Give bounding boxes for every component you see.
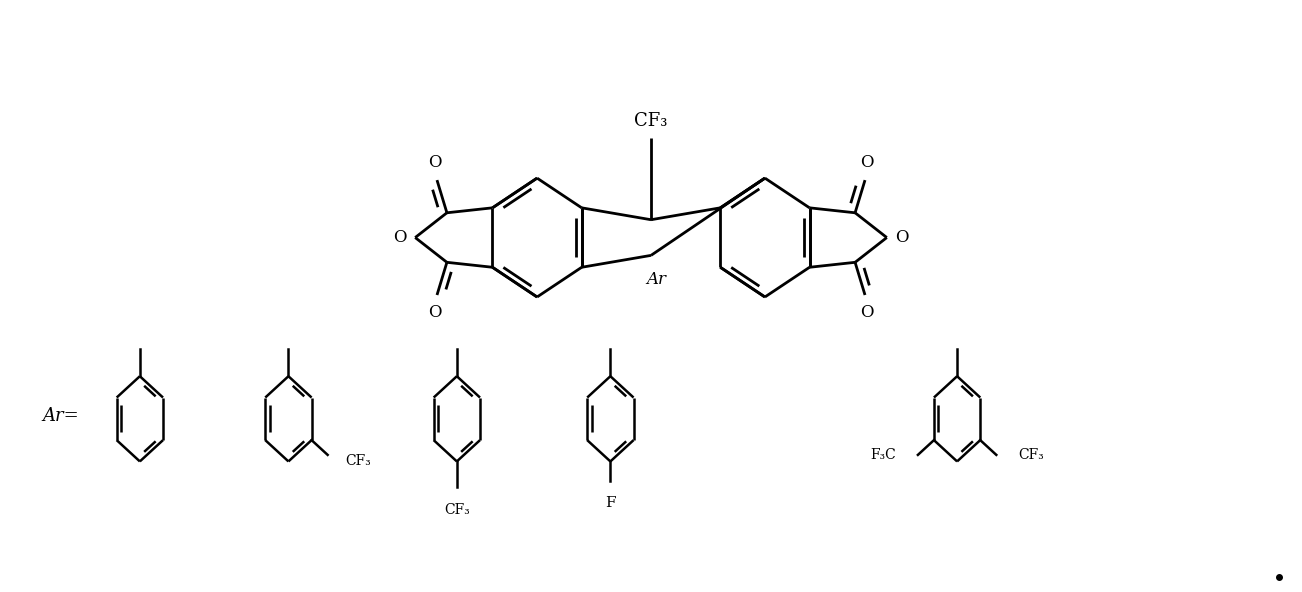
Text: Ar: Ar: [646, 271, 665, 288]
Text: O: O: [393, 229, 408, 246]
Text: Ar=: Ar=: [43, 407, 79, 425]
Text: F₃C: F₃C: [870, 448, 896, 462]
Text: CF₃: CF₃: [345, 454, 371, 468]
Text: F: F: [605, 496, 616, 510]
Text: CF₃: CF₃: [444, 503, 470, 517]
Text: O: O: [894, 229, 909, 246]
Text: O: O: [428, 304, 441, 321]
Text: O: O: [861, 154, 874, 170]
Text: CF₃: CF₃: [1018, 448, 1044, 462]
Text: CF₃: CF₃: [634, 112, 668, 130]
Text: O: O: [428, 154, 441, 170]
Text: O: O: [861, 304, 874, 321]
